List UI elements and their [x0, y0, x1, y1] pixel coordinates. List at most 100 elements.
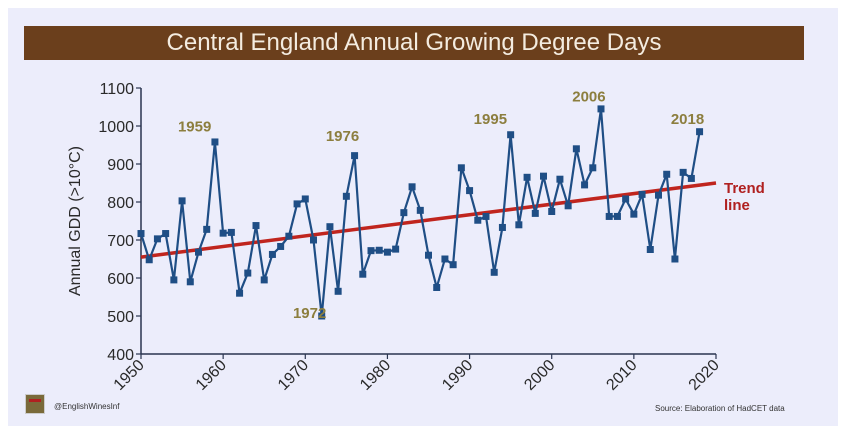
data-point	[408, 183, 416, 191]
data-point	[318, 312, 326, 320]
data-point	[581, 181, 589, 189]
data-point	[482, 212, 490, 220]
data-point	[260, 276, 268, 284]
data-point	[186, 278, 194, 286]
data-point	[474, 216, 482, 224]
data-point	[540, 172, 547, 180]
data-point	[342, 192, 350, 200]
data-point	[498, 223, 506, 231]
data-point	[622, 195, 630, 203]
twitter-handle: @EnglishWinesInf	[54, 402, 120, 411]
data-point	[375, 246, 383, 254]
chart-title: Central England Annual Growing Degree Da…	[24, 26, 804, 60]
data-point	[310, 236, 317, 244]
y-tick-label: 500	[107, 309, 134, 326]
data-point	[236, 289, 244, 297]
data-point	[523, 173, 531, 181]
data-point	[507, 131, 515, 139]
data-point	[466, 187, 474, 195]
y-tick-label: 1000	[98, 119, 134, 136]
data-point	[137, 230, 145, 238]
data-point	[416, 206, 424, 214]
data-point	[663, 170, 671, 178]
annotations: 1959 1976 1972 1995 2006 2018	[178, 88, 704, 322]
data-point	[178, 197, 186, 205]
data-point	[696, 128, 704, 136]
brand-logo-icon	[25, 394, 45, 414]
data-point	[572, 145, 580, 153]
data-point	[679, 168, 687, 176]
data-point	[383, 248, 391, 256]
data-point	[301, 195, 309, 203]
data-point	[515, 221, 523, 229]
x-tick-label: 2010	[603, 357, 640, 394]
year-annotation: 1995	[474, 111, 507, 128]
data-point	[490, 268, 498, 276]
data-point	[556, 175, 564, 183]
data-point	[687, 174, 695, 182]
data-point	[285, 232, 293, 240]
trend-label: line	[724, 197, 750, 214]
x-tick-label: 1990	[439, 357, 476, 394]
data-point	[457, 164, 465, 172]
data-point	[400, 209, 408, 217]
data-point	[425, 251, 432, 259]
data-point	[449, 261, 457, 269]
data-point	[351, 152, 359, 160]
y-tick-label: 400	[107, 347, 134, 364]
data-point	[548, 208, 556, 215]
data-point	[334, 287, 342, 295]
data-point	[433, 284, 441, 291]
data-point	[195, 248, 202, 256]
trend-label: Trend	[724, 180, 765, 197]
data-point	[589, 164, 597, 172]
data-point	[244, 269, 252, 277]
data-point	[359, 270, 367, 278]
data-point	[655, 191, 662, 199]
data-point	[605, 212, 613, 220]
year-annotation: 1976	[326, 128, 359, 145]
year-annotation: 1972	[293, 305, 326, 322]
trend-line	[140, 181, 717, 259]
x-tick-label: 1960	[193, 357, 230, 394]
data-point	[277, 242, 285, 250]
y-tick-label: 600	[107, 271, 134, 288]
data-point	[326, 223, 334, 231]
data-point	[613, 212, 621, 220]
y-tick-label: 1100	[100, 81, 135, 98]
slide-background	[8, 8, 838, 426]
y-tick-label: 900	[107, 157, 134, 174]
year-annotation: 1959	[178, 119, 211, 136]
data-point	[638, 190, 646, 198]
data-point	[392, 245, 400, 253]
data-point	[162, 230, 170, 238]
data-point	[293, 200, 301, 208]
data-point	[170, 276, 178, 284]
data-point	[153, 235, 161, 243]
data-point	[211, 138, 219, 146]
data-point	[646, 246, 654, 253]
data-point	[531, 209, 539, 217]
y-axis-title: Annual GDD (>10°C)	[67, 146, 84, 296]
data-point	[252, 222, 260, 230]
data-point	[597, 105, 605, 113]
data-point	[227, 228, 235, 236]
x-tick-label: 1980	[357, 357, 394, 394]
data-point	[203, 225, 211, 233]
data-point	[564, 202, 572, 210]
gdd-series	[137, 105, 704, 320]
y-tick-label: 700	[107, 233, 134, 250]
x-tick-label: 2000	[521, 357, 558, 394]
data-point	[219, 229, 227, 237]
y-tick-label: 800	[107, 195, 134, 212]
data-point	[145, 256, 153, 264]
year-annotation: 2006	[572, 88, 605, 105]
data-point	[671, 255, 679, 263]
data-point	[367, 247, 375, 255]
data-point	[441, 255, 449, 263]
source-note: Source: Elaboration of HadCET data	[655, 404, 785, 413]
x-tick-label: 2020	[686, 357, 723, 394]
x-tick-label: 1970	[275, 357, 312, 394]
